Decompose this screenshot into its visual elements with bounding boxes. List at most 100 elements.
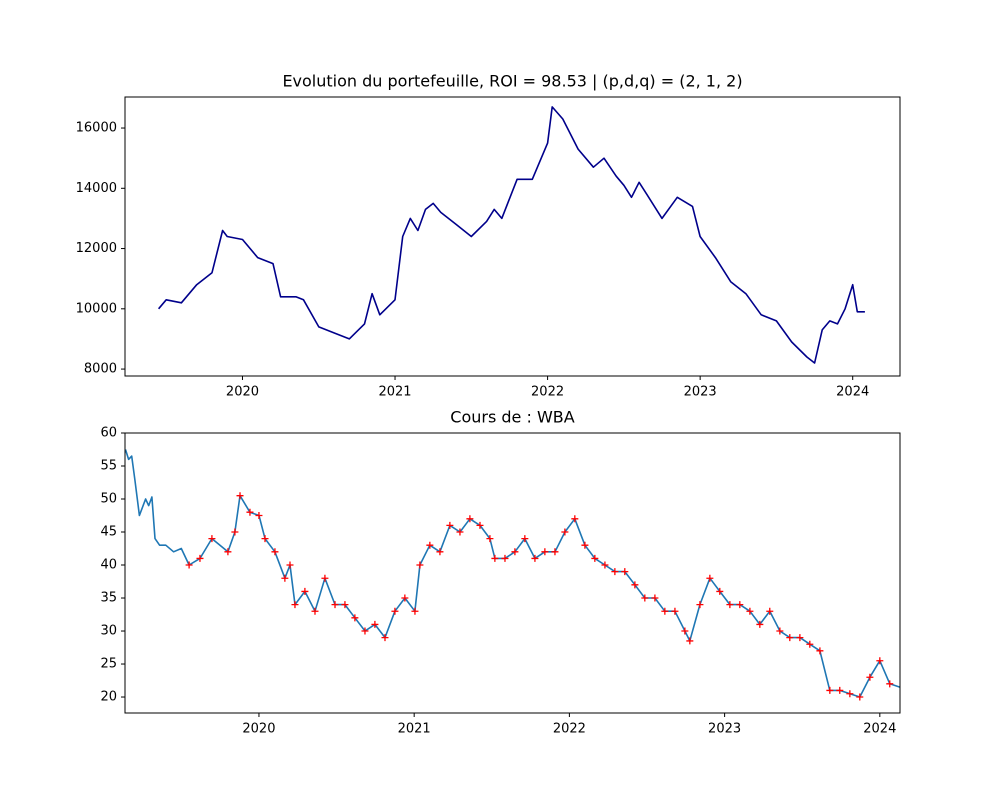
marker xyxy=(224,548,232,556)
y-tick-label: 16000 xyxy=(76,121,117,136)
marker xyxy=(856,693,864,701)
marker xyxy=(521,535,529,543)
marker xyxy=(651,594,659,602)
marker xyxy=(766,607,774,615)
y-tick-label: 35 xyxy=(100,591,117,606)
marker xyxy=(611,568,619,576)
x-tick-label: 2023 xyxy=(708,722,741,737)
x-tick-label: 2021 xyxy=(378,385,411,400)
marker xyxy=(696,601,704,609)
marker xyxy=(786,634,794,642)
marker xyxy=(561,528,569,536)
line xyxy=(157,106,865,364)
marker xyxy=(291,601,299,609)
marker xyxy=(746,607,754,615)
marker xyxy=(286,561,294,569)
marker xyxy=(411,607,419,615)
marker xyxy=(541,548,549,556)
marker xyxy=(361,627,369,635)
plot-area xyxy=(125,449,900,701)
y-tick-label: 10000 xyxy=(76,301,117,316)
axes-frame xyxy=(124,432,901,714)
marker xyxy=(311,607,319,615)
marker xyxy=(601,561,609,569)
y-tick-label: 40 xyxy=(100,558,117,573)
marker xyxy=(401,594,409,602)
marker xyxy=(876,657,884,665)
marker xyxy=(846,690,854,698)
marker xyxy=(866,673,874,681)
marker xyxy=(806,640,814,648)
marker xyxy=(681,627,689,635)
marker xyxy=(491,554,499,562)
marker xyxy=(716,587,724,595)
marker xyxy=(826,686,834,694)
y-tick-label: 20 xyxy=(100,690,117,705)
marker xyxy=(886,680,894,688)
marker xyxy=(466,515,474,523)
marker xyxy=(661,607,669,615)
y-tick-label: 30 xyxy=(100,624,117,639)
marker xyxy=(301,587,309,595)
marker xyxy=(426,541,434,549)
plot-panel: Evolution du portefeuille, ROI = 98.53 |… xyxy=(76,72,901,400)
marker xyxy=(591,554,599,562)
marker xyxy=(231,528,239,536)
marker xyxy=(816,647,824,655)
marker xyxy=(486,535,494,543)
marker xyxy=(706,574,714,582)
marker xyxy=(208,535,216,543)
marker xyxy=(736,601,744,609)
marker xyxy=(476,521,484,529)
x-tick-label: 2020 xyxy=(242,722,275,737)
x-tick-label: 2024 xyxy=(863,722,896,737)
plot-panel: Cours de : WBA 20 25 30 35 40 45 50 55 60 2020 2021… xyxy=(100,408,901,737)
marker xyxy=(446,521,454,529)
marker xyxy=(671,607,679,615)
marker xyxy=(581,541,589,549)
marker xyxy=(456,528,464,536)
y-tick-label: 8000 xyxy=(84,362,117,377)
marker xyxy=(391,607,399,615)
marker xyxy=(501,554,509,562)
marker xyxy=(281,574,289,582)
marker xyxy=(261,535,269,543)
y-tick-label: 12000 xyxy=(76,241,117,256)
marker xyxy=(246,508,254,516)
y-tick-label: 60 xyxy=(100,426,117,441)
y-tick-label: 50 xyxy=(100,492,117,507)
marker xyxy=(351,614,359,622)
marker xyxy=(416,561,424,569)
marker xyxy=(196,554,204,562)
line xyxy=(125,449,900,698)
marker xyxy=(686,637,694,645)
marker xyxy=(621,568,629,576)
x-tick-label: 2023 xyxy=(684,385,717,400)
marker xyxy=(185,561,193,569)
marker xyxy=(531,554,539,562)
marker xyxy=(836,686,844,694)
marker xyxy=(236,492,244,500)
chart-title: Cours de : WBA xyxy=(450,408,574,427)
y-tick-label: 45 xyxy=(100,525,117,540)
marker xyxy=(331,601,339,609)
marker xyxy=(776,627,784,635)
chart-title: Evolution du portefeuille, ROI = 98.53 |… xyxy=(282,72,742,91)
marker xyxy=(436,548,444,556)
y-tick-label: 14000 xyxy=(76,181,117,196)
y-tick-label: 55 xyxy=(100,459,117,474)
y-tick-label: 25 xyxy=(100,657,117,672)
marker xyxy=(631,581,639,589)
x-tick-label: 2022 xyxy=(531,385,564,400)
marker xyxy=(271,548,279,556)
x-tick-label: 2024 xyxy=(836,385,869,400)
marker xyxy=(511,548,519,556)
marker xyxy=(255,512,263,520)
marker xyxy=(571,515,579,523)
plot-area xyxy=(157,106,865,364)
marker xyxy=(756,620,764,628)
marker xyxy=(341,601,349,609)
marker xyxy=(371,620,379,628)
x-tick-label: 2020 xyxy=(226,385,259,400)
